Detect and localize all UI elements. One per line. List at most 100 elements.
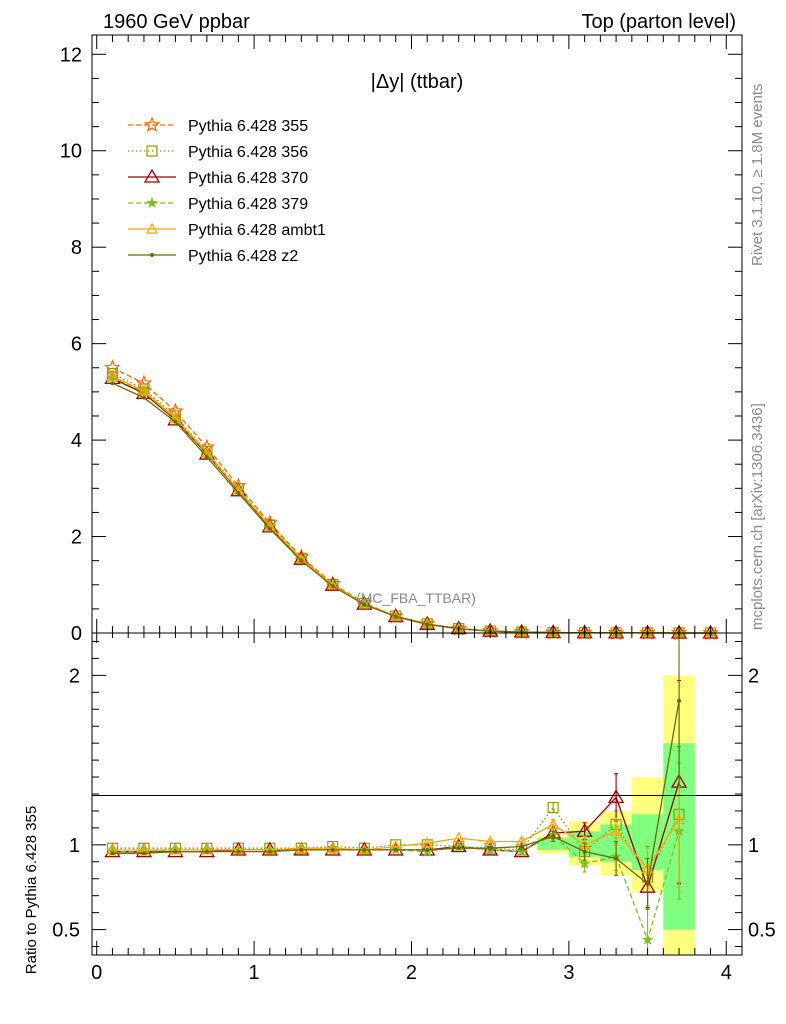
legend-entry-s356: Pythia 6.428 356: [128, 144, 308, 161]
ratio-point: [236, 849, 241, 854]
y-tick-label: 6: [71, 334, 82, 356]
ratio-point: [362, 847, 367, 852]
data-point: [299, 558, 304, 563]
ratio-point: [582, 849, 587, 854]
ratio-series-ambt1: [106, 751, 686, 890]
rivet-version-label: Rivet 3.1.10, ≥ 1.8M events: [749, 84, 766, 267]
ratio-point: [610, 825, 623, 836]
ratio-series-s370: [104, 679, 688, 909]
data-point: [425, 622, 430, 627]
ratio-point: [267, 849, 272, 854]
legend-label: Pythia 6.428 356: [188, 144, 308, 161]
mcplots-label: mcplots.cern.ch [arXiv:1306.3436]: [749, 403, 766, 630]
y-tick-label: 12: [60, 44, 82, 66]
legend-label: Pythia 6.428 355: [188, 118, 308, 135]
legend-label: Pythia 6.428 370: [188, 170, 308, 187]
ratio-point: [295, 841, 308, 853]
legend-swatch-marker: [143, 168, 161, 183]
x-tick-label: 3: [563, 962, 574, 984]
legend-label: Pythia 6.428 379: [188, 196, 308, 213]
ratio-point: [169, 843, 182, 855]
ratio-series: [104, 632, 688, 956]
ratio-point: [141, 851, 146, 856]
legend-entry-z2: Pythia 6.428 z2: [128, 248, 298, 265]
data-point: [106, 370, 119, 382]
ratio-point: [673, 813, 686, 825]
ratio-point: [519, 844, 524, 849]
ratio-point: [484, 835, 497, 847]
data-point: [393, 614, 398, 619]
ratio-point: [547, 801, 559, 814]
ratio-point: [299, 847, 304, 852]
legend: Pythia 6.428 355 Pythia 6.428 356 Pythia 6…: [128, 116, 326, 265]
ratio-point: [393, 847, 398, 852]
header-right: Top (parton level): [581, 11, 736, 33]
ratio-point: [326, 841, 339, 853]
data-point: [236, 491, 241, 496]
band-inner-segment: [537, 838, 569, 850]
y-tick-label: 2: [71, 527, 82, 549]
x-tick-label: 1: [249, 962, 260, 984]
y-tick-label: 0: [71, 623, 82, 645]
ratio-point: [607, 789, 625, 804]
legend-swatch-marker: [145, 222, 159, 234]
data-point: [362, 602, 367, 607]
legend-entry-ambt1: Pythia 6.428 ambt1: [128, 222, 326, 239]
data-point: [173, 419, 178, 424]
data-point: [204, 454, 209, 459]
ratio-point: [488, 846, 493, 851]
ratio-point: [645, 881, 650, 886]
x-tick-label: 4: [721, 962, 732, 984]
ratio-point: [456, 846, 461, 851]
watermark-label: (MC_FBA_TTBAR): [356, 590, 476, 606]
y-tick-label: 8: [71, 237, 82, 259]
ratio-tick-label-left: 2: [69, 665, 80, 687]
ratio-point: [551, 834, 556, 839]
ratio-tick-label-right: 2: [748, 665, 759, 687]
ratio-tick-label-left: 0.5: [52, 920, 80, 942]
data-point: [267, 526, 272, 531]
ratio-point: [204, 849, 209, 854]
data-point: [110, 381, 115, 386]
data-point: [141, 395, 146, 400]
ratio-point: [110, 851, 115, 856]
legend-swatch-marker: [146, 196, 158, 208]
ratio-point: [677, 698, 682, 703]
ratio-point: [641, 933, 654, 945]
legend-swatch-marker: [146, 145, 158, 157]
legend-entry-s370: Pythia 6.428 370: [128, 168, 308, 187]
ratio-point: [419, 841, 436, 856]
ratio-point: [452, 831, 465, 843]
ratio-point: [263, 843, 276, 855]
y-tick-label: 10: [60, 141, 82, 163]
legend-swatch-marker: [143, 116, 161, 133]
ratio-point: [614, 856, 619, 861]
ratio-point: [547, 818, 560, 830]
ratio-point: [330, 847, 335, 852]
ratio-series-z2: [110, 632, 682, 910]
ratio-point: [425, 847, 430, 852]
y-tick-label: 4: [71, 430, 82, 452]
ratio-point: [232, 843, 245, 855]
ratio-point: [200, 843, 213, 855]
data-point: [137, 384, 150, 396]
x-tick-label: 2: [406, 962, 417, 984]
legend-label: Pythia 6.428 z2: [188, 248, 298, 265]
x-tick-label: 0: [91, 962, 102, 984]
ratio-point: [578, 857, 591, 869]
legend-entry-s379: Pythia 6.428 379: [128, 196, 308, 213]
ratio-point: [421, 836, 434, 848]
ratio-tick-label-right: 1: [748, 835, 759, 857]
header-left: 1960 GeV ppbar: [103, 11, 250, 33]
legend-swatch-marker: [150, 253, 154, 257]
ratio-y-axis-label: Ratio to Pythia 6.428 355: [23, 806, 40, 974]
ratio-point: [515, 845, 528, 857]
ratio-point: [173, 849, 178, 854]
chart-title: |Δy| (ttbar): [371, 71, 464, 93]
data-point: [330, 584, 335, 589]
ratio-tick-label-left: 1: [69, 835, 80, 857]
legend-entry-s355: Pythia 6.428 355: [128, 116, 308, 135]
ratio-tick-label-right: 0.5: [748, 920, 776, 942]
